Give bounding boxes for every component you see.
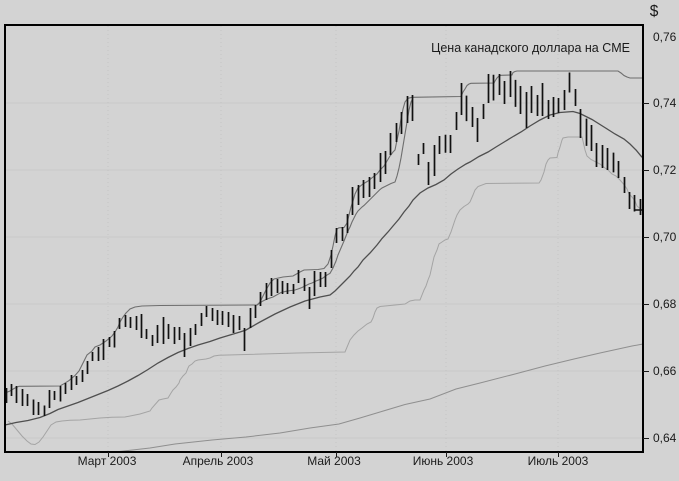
svg-text:Июль 2003: Июль 2003 bbox=[528, 454, 589, 468]
svg-text:$: $ bbox=[650, 3, 659, 20]
svg-text:Цена канадского доллара на CME: Цена канадского доллара на CME bbox=[431, 41, 630, 55]
svg-text:Май 2003: Май 2003 bbox=[307, 454, 361, 468]
svg-text:0,66: 0,66 bbox=[653, 364, 677, 378]
svg-text:0,64: 0,64 bbox=[653, 431, 677, 445]
svg-text:Март 2003: Март 2003 bbox=[78, 454, 137, 468]
svg-text:Апрель 2003: Апрель 2003 bbox=[183, 454, 254, 468]
svg-text:0,68: 0,68 bbox=[653, 297, 677, 311]
svg-text:0,74: 0,74 bbox=[653, 96, 677, 110]
svg-text:0,70: 0,70 bbox=[653, 230, 677, 244]
svg-text:0,72: 0,72 bbox=[653, 163, 677, 177]
svg-text:Июнь 2003: Июнь 2003 bbox=[413, 454, 474, 468]
svg-text:0,76: 0,76 bbox=[653, 30, 677, 44]
